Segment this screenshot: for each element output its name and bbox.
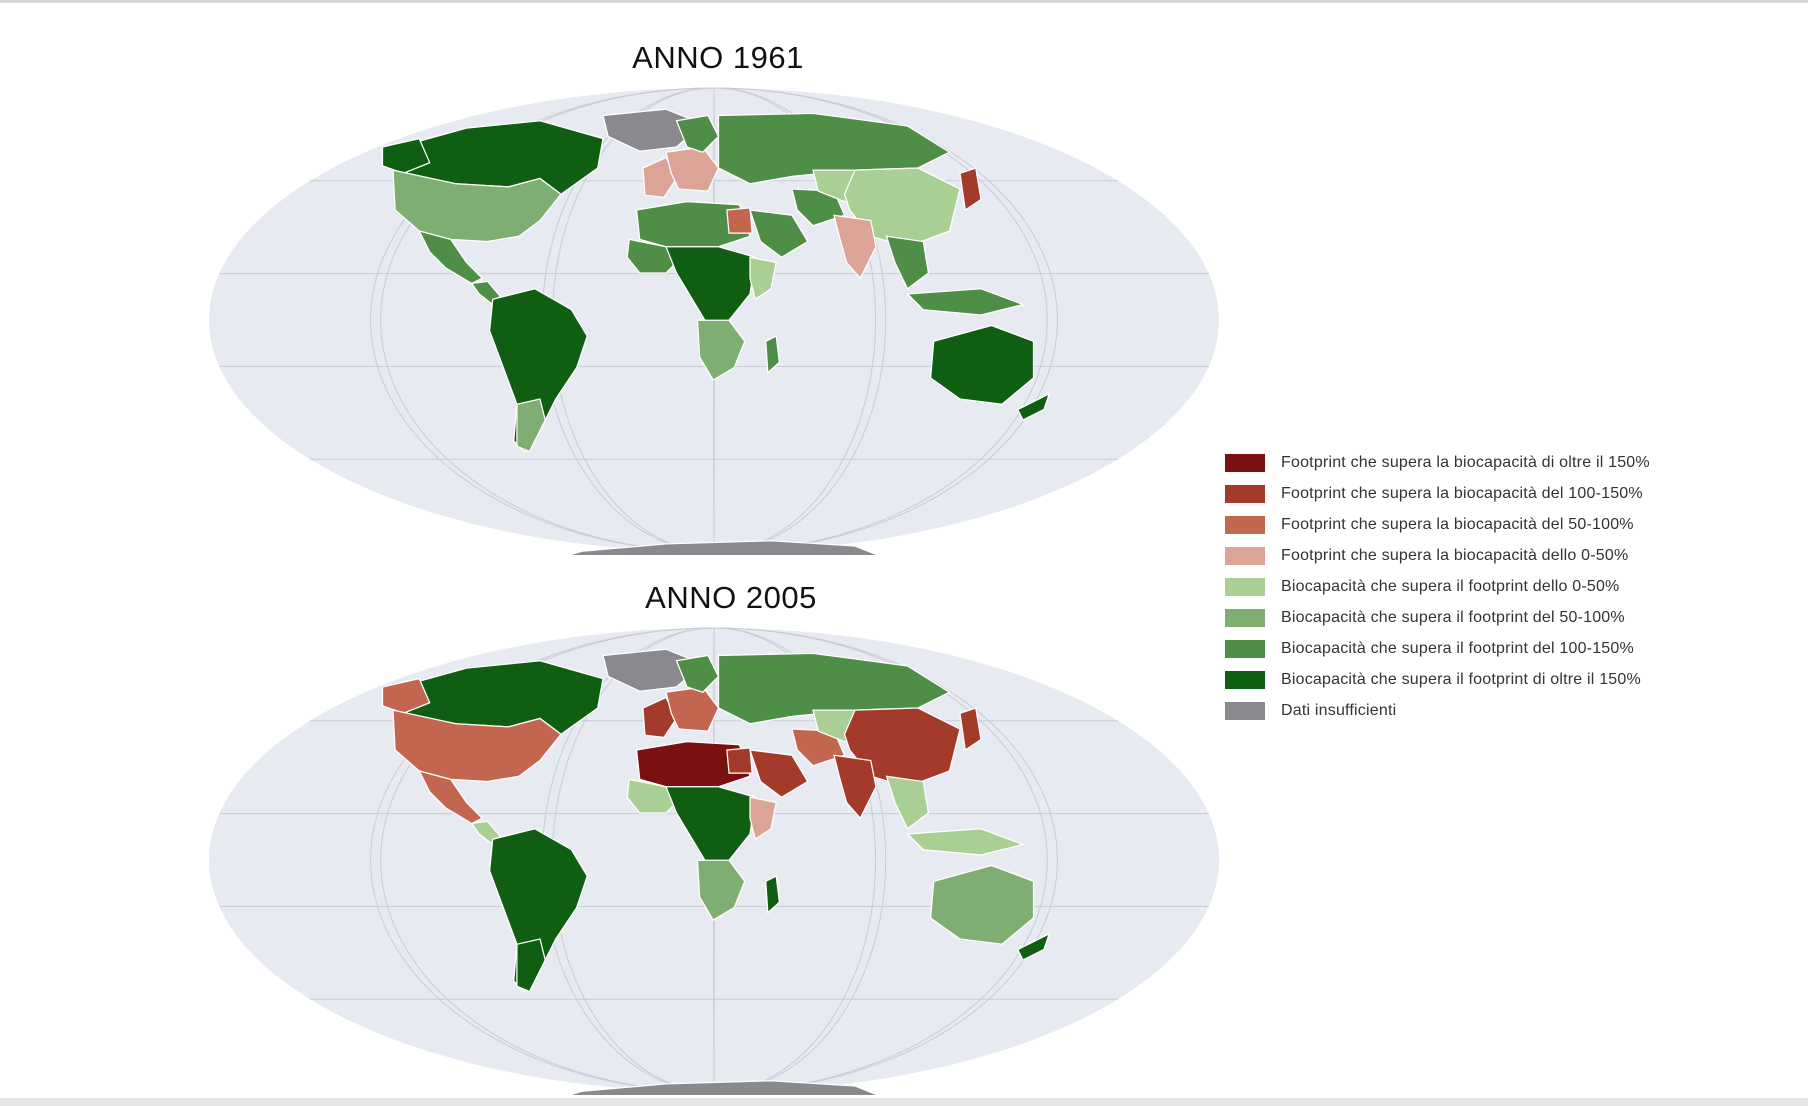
region-seasia	[885, 775, 930, 830]
region-alaska	[381, 677, 431, 714]
region-eastafrica	[749, 796, 777, 841]
legend-item: Biocapacità che supera il footprint di o…	[1225, 666, 1745, 694]
region-mexico	[418, 230, 484, 285]
legend-label: Biocapacità che supera il footprint di o…	[1281, 671, 1641, 688]
region-usa	[392, 709, 562, 783]
region-southam_south	[516, 938, 546, 993]
region-nz	[1016, 392, 1051, 421]
region-japan	[959, 707, 982, 752]
region-westeu	[642, 696, 678, 739]
legend-item: Footprint che supera la biocapacità dell…	[1225, 542, 1745, 570]
region-japan	[959, 167, 982, 212]
frame-bottom-border	[0, 1098, 1808, 1106]
region-india	[833, 754, 877, 820]
region-mexico	[418, 770, 484, 825]
legend-item: Biocapacità che supera il footprint del …	[1225, 604, 1745, 632]
region-egypt	[726, 747, 753, 774]
legend-label: Footprint che supera la biocapacità del …	[1281, 516, 1634, 533]
legend-item: Biocapacità che supera il footprint del …	[1225, 635, 1745, 663]
region-southafrica	[696, 859, 746, 921]
region-antarctica	[567, 1080, 880, 1095]
land-regions	[381, 108, 1051, 555]
legend-swatch	[1225, 547, 1265, 565]
region-nafrica	[635, 200, 751, 248]
region-india	[833, 214, 877, 280]
legend-item: Footprint che supera la biocapacità del …	[1225, 511, 1745, 539]
frame-top-border	[0, 0, 1808, 3]
region-alaska	[381, 137, 431, 174]
legend-swatch	[1225, 702, 1265, 720]
land-regions	[381, 648, 1051, 1095]
region-nz	[1016, 932, 1051, 961]
region-westeu	[642, 156, 678, 199]
legend-swatch	[1225, 671, 1265, 689]
region-usa	[392, 169, 562, 243]
region-australia	[929, 864, 1035, 945]
region-indonesia	[906, 288, 1026, 316]
legend-swatch	[1225, 454, 1265, 472]
region-scandi	[675, 654, 720, 693]
region-antarctica	[567, 540, 880, 555]
region-australia	[929, 324, 1035, 405]
legend-item: Dati insufficienti	[1225, 697, 1745, 725]
legend-label: Footprint che supera la biocapacità di o…	[1281, 454, 1650, 471]
world-map-1961	[209, 87, 1219, 555]
legend-item: Biocapacità che supera il footprint dell…	[1225, 573, 1745, 601]
region-madagascar	[765, 335, 781, 375]
legend-item: Footprint che supera la biocapacità del …	[1225, 480, 1745, 508]
legend-label: Dati insufficienti	[1281, 702, 1397, 719]
region-indonesia	[906, 828, 1026, 856]
region-scandi	[675, 114, 720, 153]
legend-swatch	[1225, 485, 1265, 503]
region-egypt	[726, 207, 753, 234]
region-southafrica	[696, 319, 746, 381]
legend-label: Biocapacità che supera il footprint dell…	[1281, 578, 1620, 595]
legend-label: Footprint che supera la biocapacità dell…	[1281, 547, 1629, 564]
legend-swatch	[1225, 609, 1265, 627]
legend-label: Biocapacità che supera il footprint del …	[1281, 640, 1634, 657]
legend-label: Biocapacità che supera il footprint del …	[1281, 609, 1625, 626]
region-arabia	[749, 749, 809, 799]
region-madagascar	[765, 875, 781, 915]
region-southam_south	[516, 398, 546, 453]
world-map-2005	[209, 627, 1219, 1095]
region-seasia	[885, 235, 930, 290]
region-nafrica	[635, 740, 751, 788]
legend-swatch	[1225, 516, 1265, 534]
map-title-2005: ANNO 2005	[645, 580, 817, 615]
region-greenland	[602, 648, 704, 692]
region-greenland	[602, 108, 704, 152]
map-title-1961: ANNO 1961	[632, 40, 804, 75]
legend-label: Footprint che supera la biocapacità del …	[1281, 485, 1643, 502]
legend-item: Footprint che supera la biocapacità di o…	[1225, 449, 1745, 477]
legend: Footprint che supera la biocapacità di o…	[1225, 449, 1745, 728]
region-eastafrica	[749, 256, 777, 301]
legend-swatch	[1225, 640, 1265, 658]
region-arabia	[749, 209, 809, 259]
legend-swatch	[1225, 578, 1265, 596]
